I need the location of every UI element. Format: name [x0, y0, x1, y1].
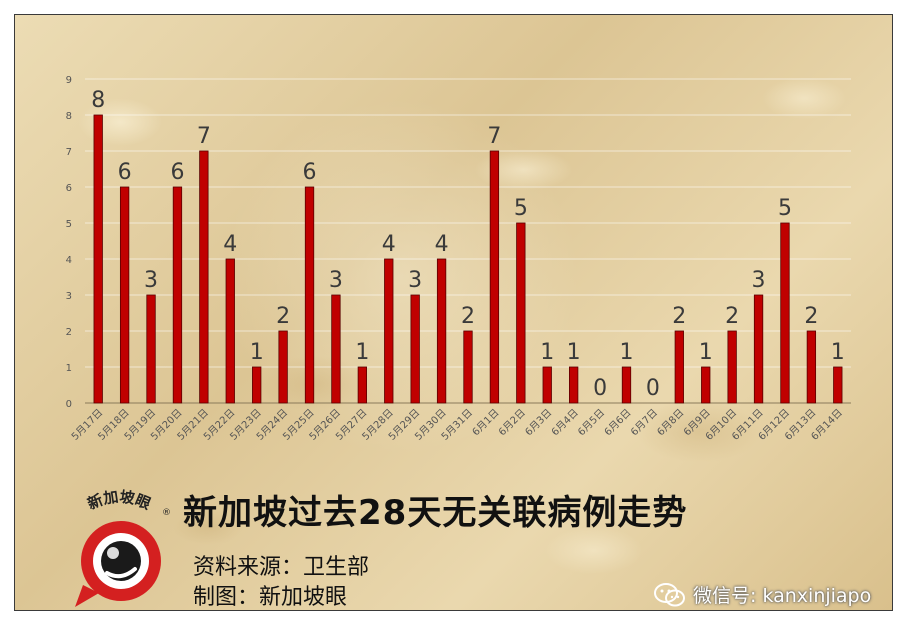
y-tick-label: 3: [66, 291, 72, 302]
data-label: 6: [170, 160, 184, 185]
x-tick-label: 6月8日: [655, 407, 687, 439]
bar: [304, 186, 315, 404]
x-tick-label: 6月7日: [628, 407, 660, 439]
bar: [93, 114, 103, 404]
data-label: 2: [672, 304, 686, 329]
bar: [621, 366, 632, 404]
chart-maker: 制图：新加坡眼: [193, 585, 348, 610]
bar: [727, 330, 737, 404]
bar: [331, 294, 341, 404]
y-tick-label: 7: [66, 147, 72, 158]
bar: [172, 186, 183, 404]
bar: [278, 330, 288, 404]
y-tick-label: 1: [66, 363, 72, 374]
y-tick-labels: 0 1 2 3 4 5 6 7 8 9: [66, 75, 72, 410]
y-tick-label: 5: [66, 219, 72, 230]
bar: [436, 258, 447, 404]
data-label: 6: [118, 160, 132, 185]
y-tick-label: 9: [66, 75, 72, 86]
bar: [753, 294, 764, 404]
bar: [833, 366, 843, 404]
gridlines: [85, 78, 851, 368]
svg-text:新加坡眼: 新加坡眼: [85, 489, 153, 513]
data-label: 1: [831, 340, 845, 365]
data-label: 1: [567, 340, 581, 365]
bar: [780, 222, 790, 404]
bar: [701, 366, 711, 404]
data-label: 2: [804, 304, 818, 329]
data-label: 2: [725, 304, 739, 329]
bar: [384, 258, 394, 404]
data-label: 0: [646, 376, 660, 401]
x-tick-label: 6月4日: [549, 407, 581, 439]
bar: [489, 150, 500, 404]
data-label: 1: [699, 340, 713, 365]
bar: [410, 294, 420, 404]
bar: [569, 366, 579, 404]
xinjiapoyan-logo: 新加坡眼 ®: [63, 488, 175, 610]
bar: [199, 150, 209, 404]
y-tick-label: 4: [66, 255, 72, 266]
data-label: 5: [778, 196, 792, 221]
y-tick-label: 0: [66, 399, 72, 410]
data-label: 3: [144, 268, 158, 293]
wechat-icon: [654, 582, 685, 606]
bar: [119, 186, 130, 404]
y-tick-label: 8: [66, 111, 72, 122]
data-label: 1: [619, 340, 633, 365]
x-tick-label: 6月1日: [470, 407, 502, 439]
data-label: 6: [303, 160, 317, 185]
wechat-watermark: 微信号: kanxinjiapo: [653, 581, 871, 608]
data-label: 4: [382, 232, 396, 257]
data-label: 7: [197, 124, 211, 149]
x-tick-label: 6月6日: [602, 407, 634, 439]
bars: [93, 114, 843, 404]
data-label: 1: [250, 340, 264, 365]
bar: [542, 366, 552, 404]
bar: [463, 330, 473, 404]
bar: [146, 294, 156, 404]
bar: [674, 330, 684, 404]
data-label: 4: [223, 232, 237, 257]
data-label: 5: [514, 196, 528, 221]
data-label: 3: [329, 268, 343, 293]
wechat-id: 微信号: kanxinjiapo: [693, 585, 872, 607]
bar: [357, 366, 367, 404]
x-tick-label: 6月5日: [576, 407, 608, 439]
chart-title: 新加坡过去28天无关联病例走势: [183, 493, 688, 533]
data-label: 7: [487, 124, 501, 149]
x-tick-label: 6月2日: [496, 407, 528, 439]
x-tick-label: 6月3日: [523, 407, 555, 439]
data-label: 0: [593, 376, 607, 401]
data-label: 1: [355, 340, 369, 365]
data-label: 3: [408, 268, 422, 293]
data-label: 1: [540, 340, 554, 365]
bar: [252, 366, 262, 404]
logo-text: 新加坡眼: [85, 488, 153, 514]
y-tick-label: 6: [66, 183, 72, 194]
x-tick-labels: 5月17日5月18日5月19日5月20日5月21日5月22日5月23日5月24日…: [69, 407, 845, 443]
bar: [516, 222, 526, 404]
bar: [806, 330, 817, 404]
data-label: 4: [435, 232, 449, 257]
bar: [225, 258, 235, 404]
data-label: 2: [276, 304, 290, 329]
data-source: 资料来源：卫生部: [193, 555, 370, 580]
y-tick-label: 2: [66, 327, 72, 338]
svg-text:®: ®: [162, 508, 171, 518]
data-label: 3: [752, 268, 766, 293]
data-label: 8: [91, 88, 105, 113]
data-label: 2: [461, 304, 475, 329]
